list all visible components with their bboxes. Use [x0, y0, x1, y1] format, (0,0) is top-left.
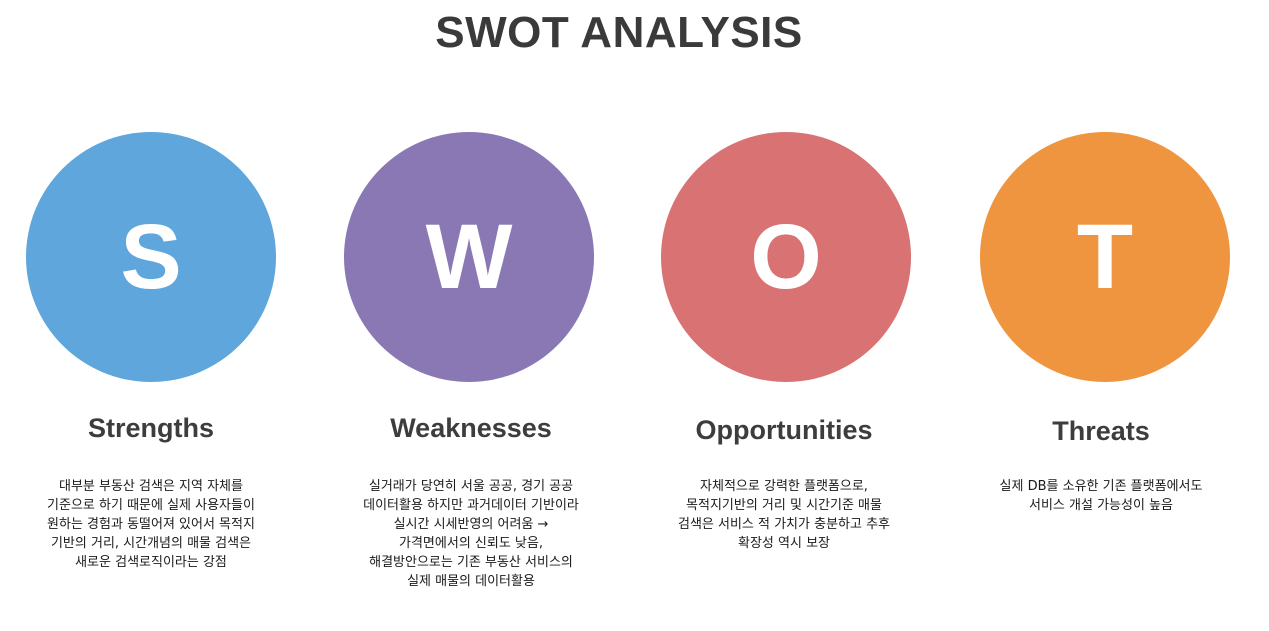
strengths-line: 원하는 경험과 동떨어져 있어서 목적지: [47, 517, 255, 532]
threats-letter: T: [1076, 205, 1134, 308]
strengths-heading: Strengths: [87, 413, 214, 443]
weaknesses-description: 실거래가 당연히 서울 공공, 경기 공공 데이터활용 하지만 과거데이터 기반…: [326, 477, 616, 591]
opportunities-line: 검색은 서비스 적 가치가 충분하고 추후: [677, 517, 891, 532]
strengths-description: 대부분 부동산 검색은 지역 자체를 기준으로 하기 때문에 실제 사용자들이 …: [6, 477, 296, 572]
weaknesses-line: 가격면에서의 신뢰도 낮음,: [399, 536, 543, 551]
weaknesses-line: 실제 매물의 데이터활용: [407, 574, 535, 589]
threats-circle: T: [980, 132, 1230, 382]
weaknesses-line: 실시간 시세반영의 어려움 →: [393, 517, 549, 532]
opportunities-heading: Opportunities: [695, 415, 873, 445]
strengths-circle: S: [26, 132, 276, 382]
strengths-line: 기반의 거리, 시간개념의 매물 검색은: [50, 536, 252, 551]
weaknesses-circle: W: [344, 132, 594, 382]
opportunities-line: 자체적으로 강력한 플랫폼으로,: [700, 479, 868, 494]
opportunities-circle: O: [661, 132, 911, 382]
strengths-line: 대부분 부동산 검색은 지역 자체를: [59, 479, 243, 494]
threats-line: 실제 DB를 소유한 기존 플랫폼에서도: [999, 479, 1203, 494]
weaknesses-letter: W: [425, 205, 513, 308]
weaknesses-line: 데이터활용 하지만 과거데이터 기반이라: [363, 498, 579, 513]
strengths-line: 기준으로 하기 때문에 실제 사용자들이: [47, 498, 255, 513]
threats-heading: Threats: [1052, 416, 1150, 446]
threats-description: 실제 DB를 소유한 기존 플랫폼에서도 서비스 개설 가능성이 높음: [956, 477, 1246, 515]
weaknesses-heading: Weaknesses: [390, 413, 552, 443]
page-title: SWOT ANALYSIS: [435, 8, 803, 57]
opportunities-letter: O: [750, 205, 822, 308]
weaknesses-line: 실거래가 당연히 서울 공공, 경기 공공: [368, 479, 574, 494]
opportunities-line: 확장성 역시 보장: [738, 536, 830, 551]
strengths-line: 새로운 검색로직이라는 강점: [75, 555, 227, 570]
opportunities-description: 자체적으로 강력한 플랫폼으로, 목적지기반의 거리 및 시간기준 매물 검색은…: [639, 477, 929, 553]
threats-line: 서비스 개설 가능성이 높음: [1029, 498, 1173, 513]
opportunities-line: 목적지기반의 거리 및 시간기준 매물: [686, 498, 882, 513]
strengths-letter: S: [120, 205, 182, 308]
weaknesses-line: 해결방안으로는 기존 부동산 서비스의: [369, 555, 573, 570]
